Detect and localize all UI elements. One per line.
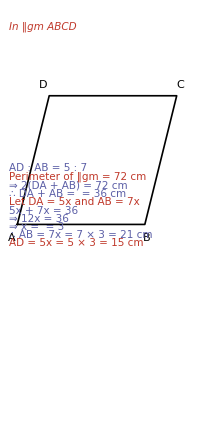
Text: In ‖gm ABCD: In ‖gm ABCD: [9, 21, 77, 32]
Text: AD = 5x = 5 × 3 = 15 cm: AD = 5x = 5 × 3 = 15 cm: [9, 238, 144, 248]
Text: ⇒ x =  = 3: ⇒ x = = 3: [9, 222, 65, 231]
Text: AD : AB = 5 : 7: AD : AB = 5 : 7: [9, 163, 87, 173]
Text: D: D: [39, 80, 47, 90]
Text: 5x + 7x = 36: 5x + 7x = 36: [9, 206, 79, 216]
Text: ⇒ 2(DA + AB) = 72 cm: ⇒ 2(DA + AB) = 72 cm: [9, 180, 128, 190]
Text: ⇒ 12x = 36: ⇒ 12x = 36: [9, 214, 69, 223]
Text: B: B: [143, 233, 151, 243]
Text: Let DA = 5x and AB = 7x: Let DA = 5x and AB = 7x: [9, 197, 140, 207]
Text: A: A: [7, 233, 15, 243]
Text: C: C: [177, 80, 185, 90]
Text: ∴ DA + AB =  = 36 cm: ∴ DA + AB = = 36 cm: [9, 189, 126, 198]
Text: ∴ AB = 7x = 7 × 3 = 21 cm: ∴ AB = 7x = 7 × 3 = 21 cm: [9, 230, 153, 240]
Text: Perimeter of ‖gm = 72 cm: Perimeter of ‖gm = 72 cm: [9, 172, 147, 182]
